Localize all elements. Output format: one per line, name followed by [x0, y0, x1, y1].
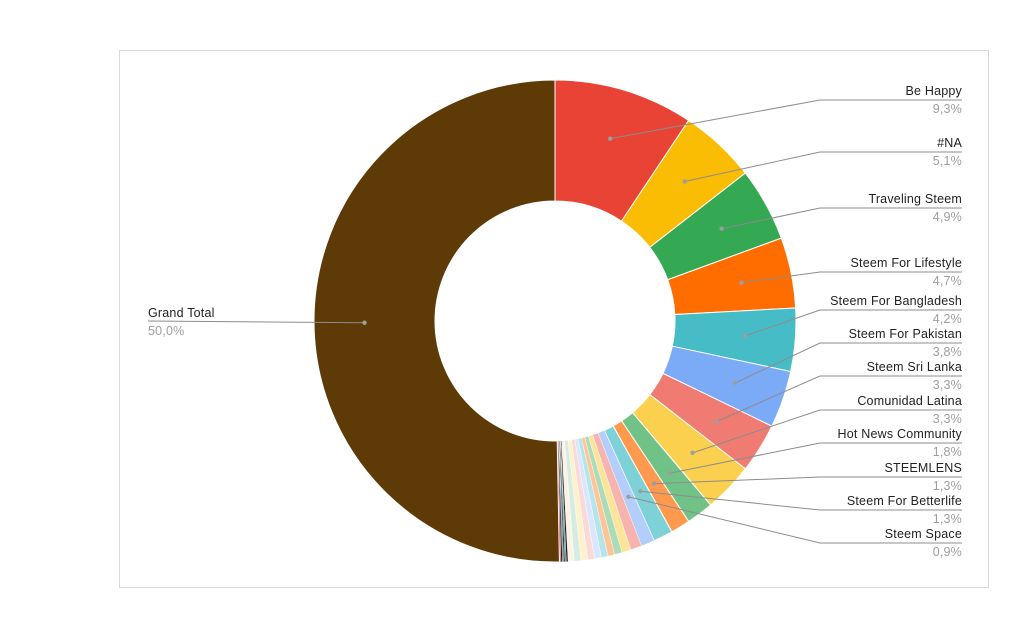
label-pct-steemlens: 1,3%	[933, 479, 962, 493]
label-pct-traveling-steem: 4,9%	[933, 210, 962, 224]
leader-line-steemlens	[654, 476, 962, 485]
label-pct-steem-sri-lanka: 3,3%	[933, 378, 962, 392]
leader-line-grand-total	[147, 320, 365, 324]
label-name-traveling-steem: Traveling Steem	[868, 192, 962, 206]
label-name-grand-total: Grand Total	[148, 306, 215, 320]
label-name-steem-for-pakistan: Steem For Pakistan	[849, 327, 962, 341]
leader-lines	[147, 99, 962, 544]
label-name-comunidad-latina: Comunidad Latina	[857, 394, 962, 408]
leader-dot-steem-for-bangladesh	[742, 333, 748, 339]
label-name-steemlens: STEEMLENS	[884, 461, 962, 475]
slice-labels: Be Happy 9,3% #NA 5,1% Traveling Steem 4,9% St…	[148, 84, 963, 559]
chart-frame: Be Happy 9,3% #NA 5,1% Traveling Steem 4,9% St…	[119, 50, 989, 588]
label-pct-be-happy: 9,3%	[933, 102, 962, 116]
leader-line-steem-for-pakistan	[734, 342, 962, 384]
leader-line-comunidad-latina	[692, 409, 962, 454]
leader-dot-na	[682, 179, 687, 184]
leader-line-steem-for-bangladesh	[744, 309, 962, 337]
leader-dot-be-happy	[607, 136, 613, 141]
leader-dot-steem-for-pakistan	[732, 380, 738, 386]
label-pct-na: 5,1%	[933, 154, 962, 168]
label-pct-steem-for-lifestyle: 4,7%	[933, 274, 962, 288]
leader-line-steem-for-lifestyle	[741, 271, 962, 284]
label-pct-steem-for-pakistan: 3,8%	[933, 345, 962, 359]
label-pct-comunidad-latina: 3,3%	[933, 412, 962, 426]
leader-dot-steem-for-betterlife	[638, 489, 643, 494]
leader-line-na	[684, 151, 962, 182]
leader-dot-grand-total	[362, 320, 367, 325]
leader-dot-steem-for-lifestyle	[739, 280, 744, 285]
label-name-steem-sri-lanka: Steem Sri Lanka	[867, 360, 962, 374]
leader-line-be-happy	[610, 99, 962, 140]
label-name-be-happy: Be Happy	[906, 84, 963, 98]
leader-dot-steem-space	[626, 494, 631, 499]
label-pct-grand-total: 50,0%	[148, 324, 184, 338]
label-name-steem-for-betterlife: Steem For Betterlife	[847, 494, 962, 508]
donut-chart: Be Happy 9,3% #NA 5,1% Traveling Steem 4,9% St…	[147, 79, 963, 563]
leader-line-steem-space	[628, 496, 962, 544]
donut-slices	[313, 79, 797, 563]
leader-line-traveling-steem	[721, 207, 962, 230]
label-pct-steem-for-betterlife: 1,3%	[933, 512, 962, 526]
label-pct-hot-news-community: 1,8%	[933, 445, 962, 459]
leader-dot-traveling-steem	[719, 226, 724, 231]
label-name-steem-for-lifestyle: Steem For Lifestyle	[851, 256, 962, 270]
label-pct-steem-for-bangladesh: 4,2%	[933, 312, 962, 326]
leader-dot-steemlens	[651, 481, 657, 486]
leader-line-steem-sri-lanka	[716, 375, 962, 422]
label-name-steem-space: Steem Space	[885, 527, 962, 541]
leader-line-steem-for-betterlife	[640, 490, 962, 511]
label-name-na: #NA	[937, 136, 962, 150]
leader-dot-steem-sri-lanka	[714, 419, 720, 424]
label-name-steem-for-bangladesh: Steem For Bangladesh	[830, 294, 962, 308]
slice-grand-total	[313, 79, 560, 563]
leader-line-hot-news-community	[669, 442, 962, 474]
leader-dot-hot-news-community	[667, 470, 672, 476]
leader-dot-comunidad-latina	[690, 450, 695, 456]
label-name-hot-news-community: Hot News Community	[838, 427, 963, 441]
label-pct-steem-space: 0,9%	[933, 545, 962, 559]
